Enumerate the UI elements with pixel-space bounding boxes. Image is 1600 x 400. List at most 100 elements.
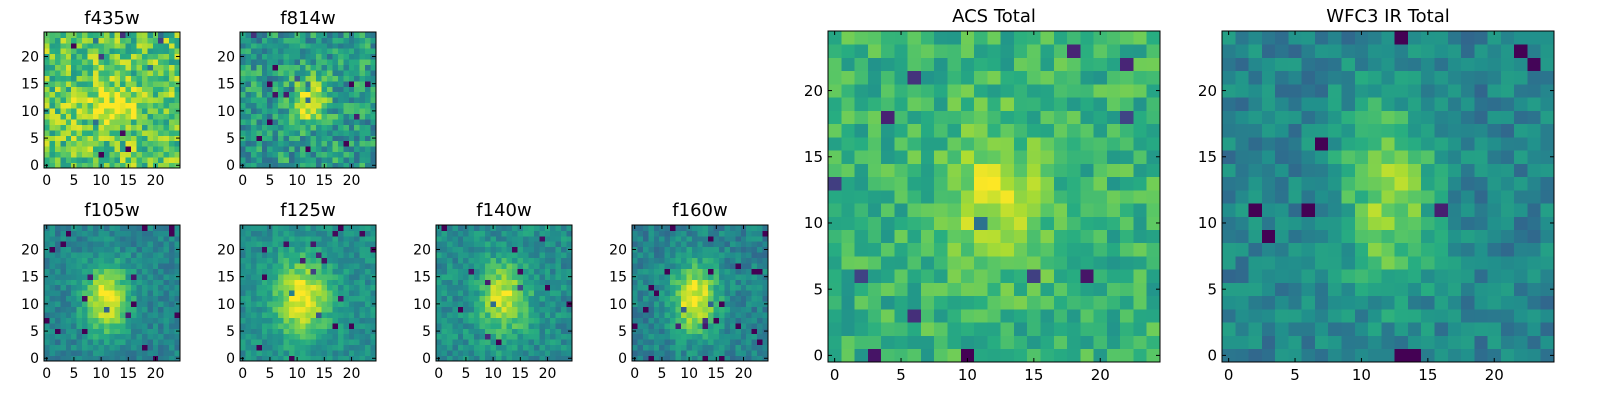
heatmap-cell — [719, 295, 725, 302]
heatmap-cell — [141, 350, 148, 356]
heatmap-cell — [719, 263, 725, 269]
heatmap-cell — [141, 97, 148, 104]
heatmap-cell — [841, 150, 855, 164]
heatmap-cell — [256, 301, 263, 307]
heatmap-cell — [131, 108, 137, 114]
heatmap-cell — [653, 263, 660, 269]
heatmap-cell — [92, 91, 99, 98]
x-tick-label: 10 — [958, 366, 977, 384]
heatmap-cell — [321, 119, 328, 125]
heatmap-cell — [523, 246, 529, 253]
heatmap-cell — [463, 306, 470, 313]
heatmap-cell — [359, 119, 366, 125]
heatmap-cell — [332, 350, 339, 356]
heatmap-cell — [708, 284, 714, 291]
heatmap-cell — [659, 339, 666, 346]
x-tick-label: 0 — [238, 173, 247, 189]
heatmap-cell — [261, 306, 268, 313]
heatmap-cell — [512, 355, 518, 362]
heatmap-cell — [490, 344, 497, 351]
heatmap-cell — [337, 151, 344, 158]
heatmap-cell — [1040, 57, 1055, 72]
heatmap-cell — [321, 113, 328, 120]
heatmap-cell — [114, 246, 121, 253]
heatmap-cell — [1514, 322, 1528, 336]
heatmap-cell — [751, 355, 758, 362]
x-tick-label: 5 — [265, 366, 274, 382]
heatmap-cell — [479, 235, 486, 242]
heatmap-cell — [250, 119, 257, 125]
heatmap-cell — [114, 333, 121, 340]
heatmap-cell — [468, 295, 475, 302]
heatmap-cell — [1080, 110, 1094, 125]
heatmap-cell — [1341, 229, 1356, 244]
heatmap-cell — [348, 290, 355, 297]
heatmap-cell — [702, 279, 709, 286]
heatmap-cell — [327, 252, 333, 259]
heatmap-cell — [136, 146, 143, 153]
heatmap-cell — [299, 140, 306, 147]
heatmap-cell — [1000, 269, 1015, 283]
heatmap-cell — [82, 344, 88, 351]
heatmap-cell — [1314, 203, 1329, 217]
heatmap-cell — [359, 225, 366, 231]
heatmap-cell — [506, 339, 513, 346]
heatmap-cell — [348, 268, 355, 275]
heatmap-cell — [294, 75, 301, 82]
heatmap-cell — [854, 322, 869, 336]
heatmap-cell — [169, 42, 175, 49]
heatmap-cell — [501, 339, 508, 346]
heatmap-cell — [974, 31, 988, 45]
heatmap-cell — [337, 328, 344, 335]
heatmap-cell — [702, 317, 709, 324]
heatmap-cell — [881, 123, 895, 138]
heatmap-cell — [65, 108, 72, 114]
heatmap-cell — [158, 230, 165, 237]
heatmap-cell — [881, 83, 895, 98]
heatmap-cell — [528, 306, 535, 313]
heatmap-cell — [670, 252, 676, 259]
heatmap-cell — [76, 268, 83, 275]
heatmap-cell — [1434, 269, 1449, 283]
heatmap-cell — [561, 225, 567, 231]
heatmap-cell — [468, 355, 475, 362]
heatmap-cell — [158, 59, 165, 66]
heatmap-cell — [299, 42, 306, 49]
heatmap-cell — [746, 235, 753, 242]
heatmap-cell — [947, 229, 962, 244]
heatmap-cell — [463, 241, 470, 248]
heatmap-cell — [163, 350, 170, 356]
heatmap-cell — [484, 322, 491, 329]
heatmap-cell — [544, 241, 551, 248]
heatmap-cell — [76, 279, 83, 286]
heatmap-cell — [49, 108, 56, 114]
heatmap-cell — [283, 350, 290, 356]
heatmap-cell — [675, 350, 682, 356]
heatmap-cell — [92, 86, 99, 93]
heatmap-cell — [158, 339, 165, 346]
heatmap-cell — [60, 75, 67, 82]
heatmap-cell — [947, 176, 962, 191]
heatmap-cell — [934, 322, 948, 336]
heatmap-cell — [702, 350, 709, 356]
heatmap-cell — [305, 70, 312, 76]
heatmap-cell — [283, 268, 290, 275]
heatmap-cell — [1120, 176, 1134, 191]
heatmap-cell — [365, 225, 371, 231]
heatmap-cell — [555, 355, 562, 362]
heatmap-cell — [544, 263, 551, 269]
heatmap-cell — [1133, 203, 1148, 217]
heatmap-cell — [452, 290, 459, 297]
heatmap-cell — [245, 225, 252, 231]
heatmap-cell — [528, 241, 535, 248]
x-tick-label: 0 — [42, 366, 51, 382]
heatmap-cell — [299, 355, 306, 362]
heatmap-cell — [1013, 348, 1028, 363]
heatmap-cell — [659, 295, 666, 302]
heatmap-cell — [894, 31, 909, 45]
heatmap-cell — [960, 203, 975, 217]
heatmap-cell — [288, 322, 295, 329]
heatmap-cell — [120, 97, 126, 104]
heatmap-cell — [54, 273, 61, 280]
heatmap-cell — [294, 42, 301, 49]
